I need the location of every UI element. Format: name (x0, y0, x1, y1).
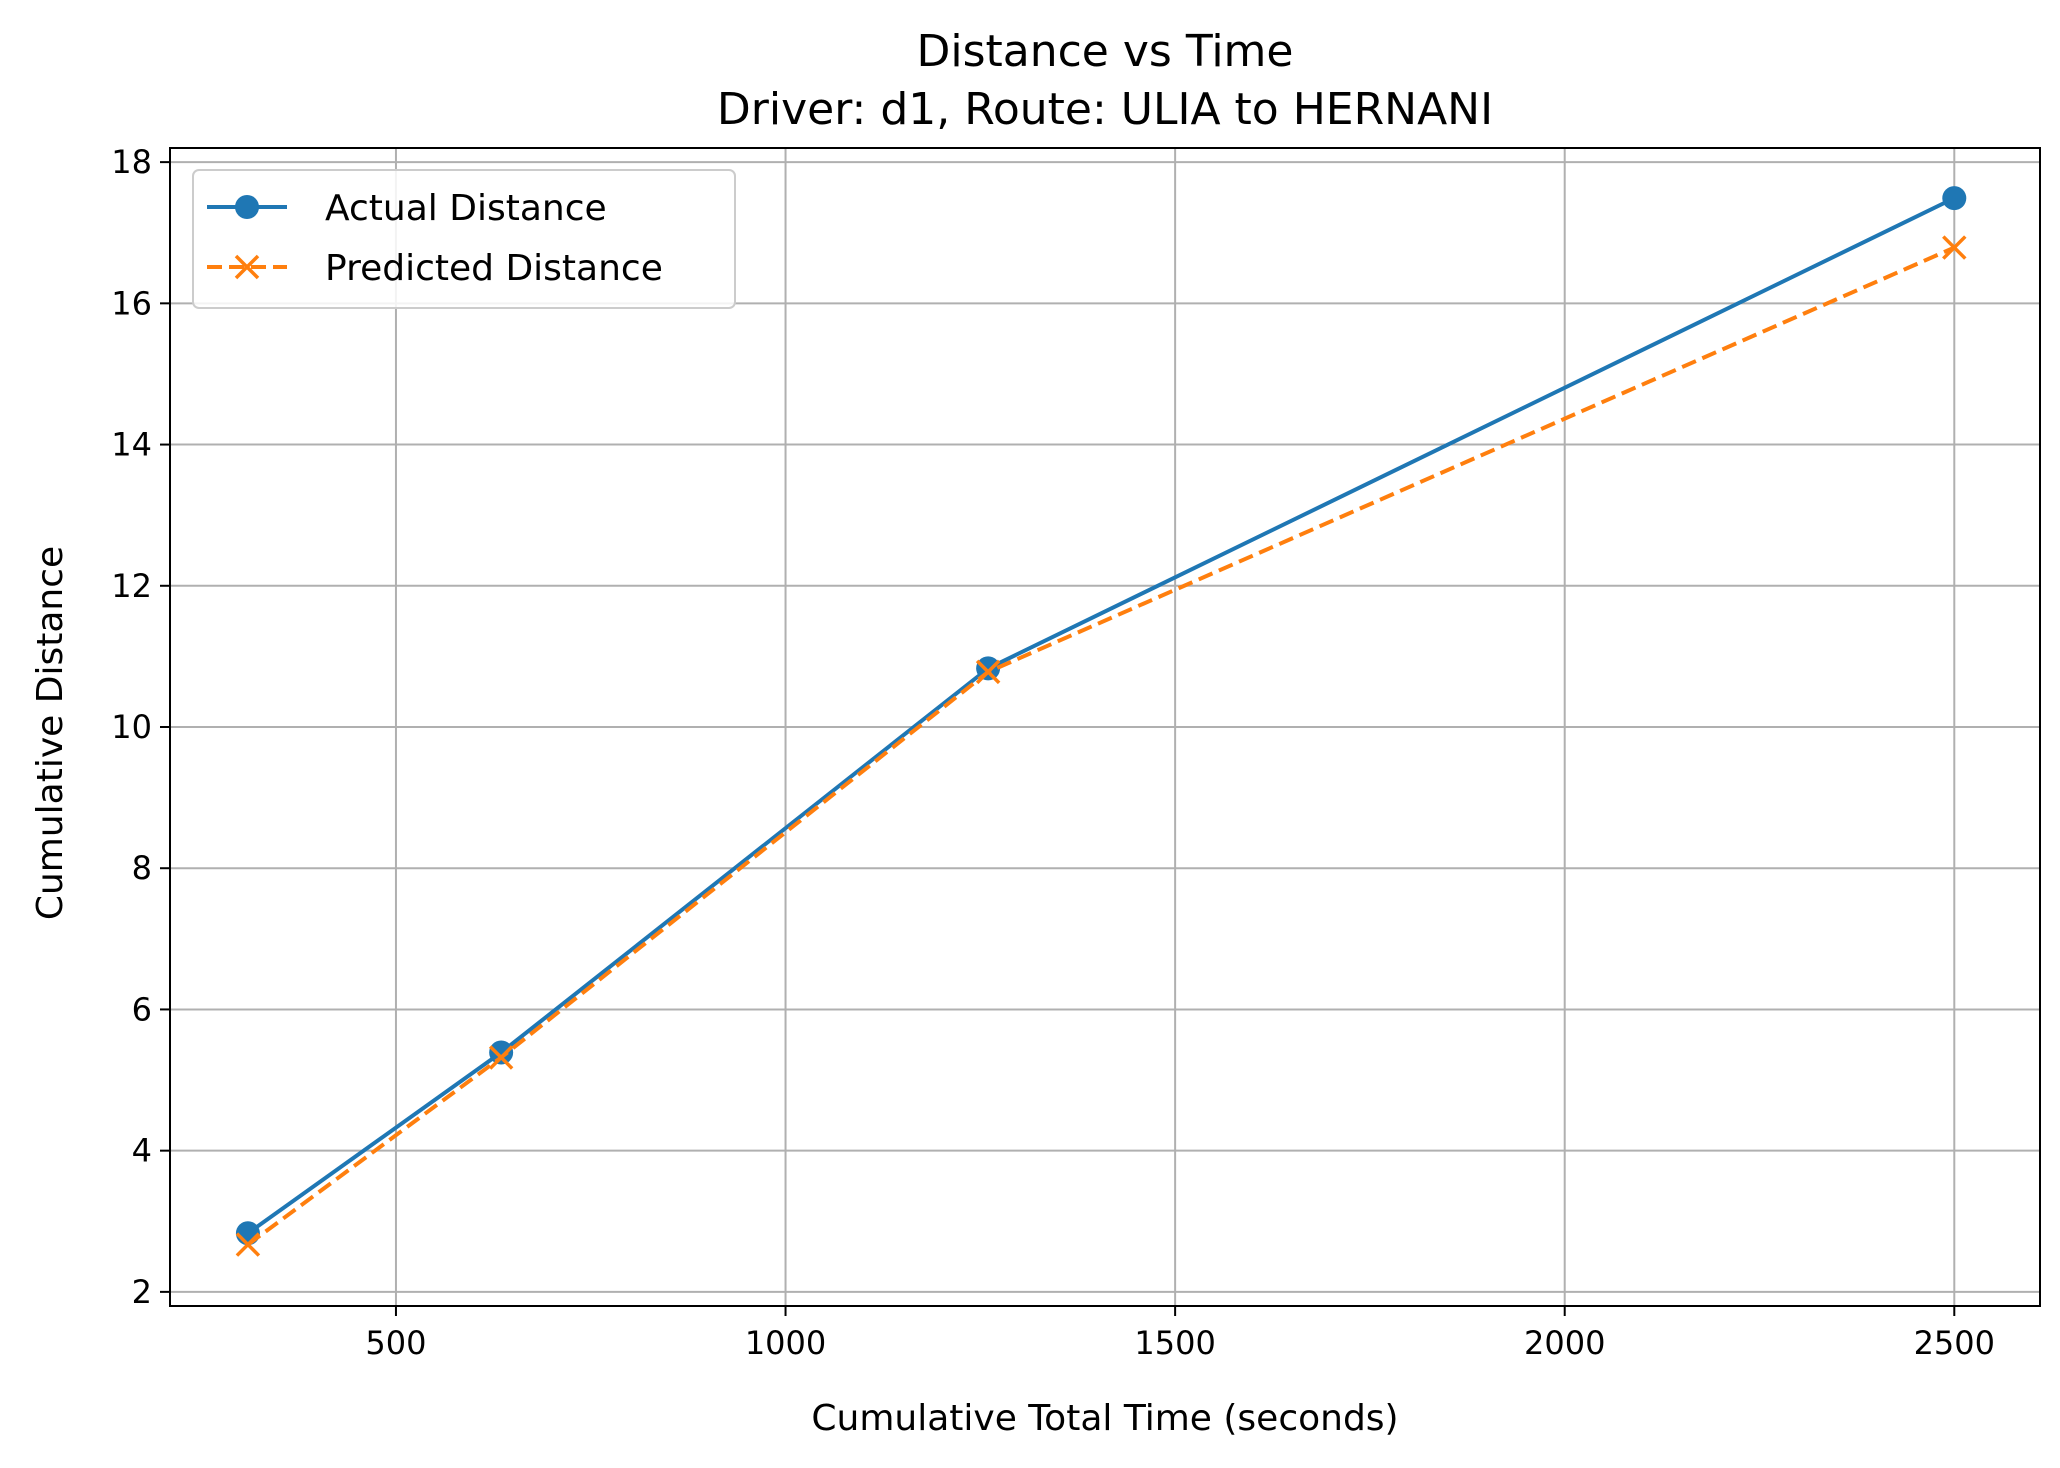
chart-title: Distance vs Time (916, 26, 1293, 77)
data-point (235, 1232, 261, 1257)
legend-marker (235, 195, 259, 219)
legend-label: Actual Distance (325, 188, 607, 229)
x-marker-stroke (975, 659, 1001, 685)
data-point (1942, 235, 1967, 260)
x-tick-label: 1000 (745, 1324, 826, 1362)
x-marker-stroke (1942, 235, 1967, 260)
data-point (488, 1045, 514, 1070)
x-tick-label: 2500 (1914, 1324, 1995, 1362)
series-layer (235, 186, 1967, 1257)
axes: 500 1000 1500 2000 2500 2 4 6 8 10 12 14 16 18 (111, 143, 2041, 1362)
y-tick-label: 14 (111, 426, 152, 464)
legend-label: Predicted Distance (325, 248, 663, 289)
legend-entry: Actual Distance (207, 188, 607, 229)
data-point (975, 659, 1001, 685)
data-point (235, 1221, 260, 1246)
series-line (246, 245, 1956, 1247)
legend-marker (234, 254, 260, 280)
grid (170, 148, 2040, 1306)
plot-frame (169, 147, 2041, 1307)
data-point (1942, 186, 1967, 211)
x-marker-stroke (234, 254, 260, 280)
x-axis-label: Cumulative Total Time (seconds) (811, 1398, 1398, 1439)
x-tick-label: 500 (365, 1324, 426, 1362)
x-marker-stroke (235, 1232, 261, 1257)
y-tick-label: 8 (132, 849, 152, 887)
x-marker-stroke (488, 1045, 514, 1070)
y-tick-label: 16 (111, 284, 152, 322)
series-line (246, 196, 1956, 1235)
y-tick-label: 4 (132, 1132, 152, 1170)
x-tick-label: 1500 (1134, 1324, 1215, 1362)
data-point (489, 1040, 514, 1065)
y-tick-label: 6 (132, 990, 152, 1028)
series-1 (235, 186, 1967, 1246)
chart-subtitle: Driver: d1, Route: ULIA to HERNANI (717, 84, 1493, 135)
legend-box (192, 169, 736, 309)
series-2 (235, 235, 1967, 1257)
y-axis-label: Cumulative Distance (30, 546, 71, 920)
legend: Actual Distance Predicted Distance (192, 169, 736, 309)
x-tick-label: 2000 (1524, 1324, 1605, 1362)
y-tick-label: 18 (111, 143, 152, 181)
y-tick-label: 2 (132, 1273, 152, 1311)
y-tick-label: 10 (111, 708, 152, 746)
y-tick-label: 12 (111, 567, 152, 605)
legend-entry: Predicted Distance (207, 248, 663, 289)
